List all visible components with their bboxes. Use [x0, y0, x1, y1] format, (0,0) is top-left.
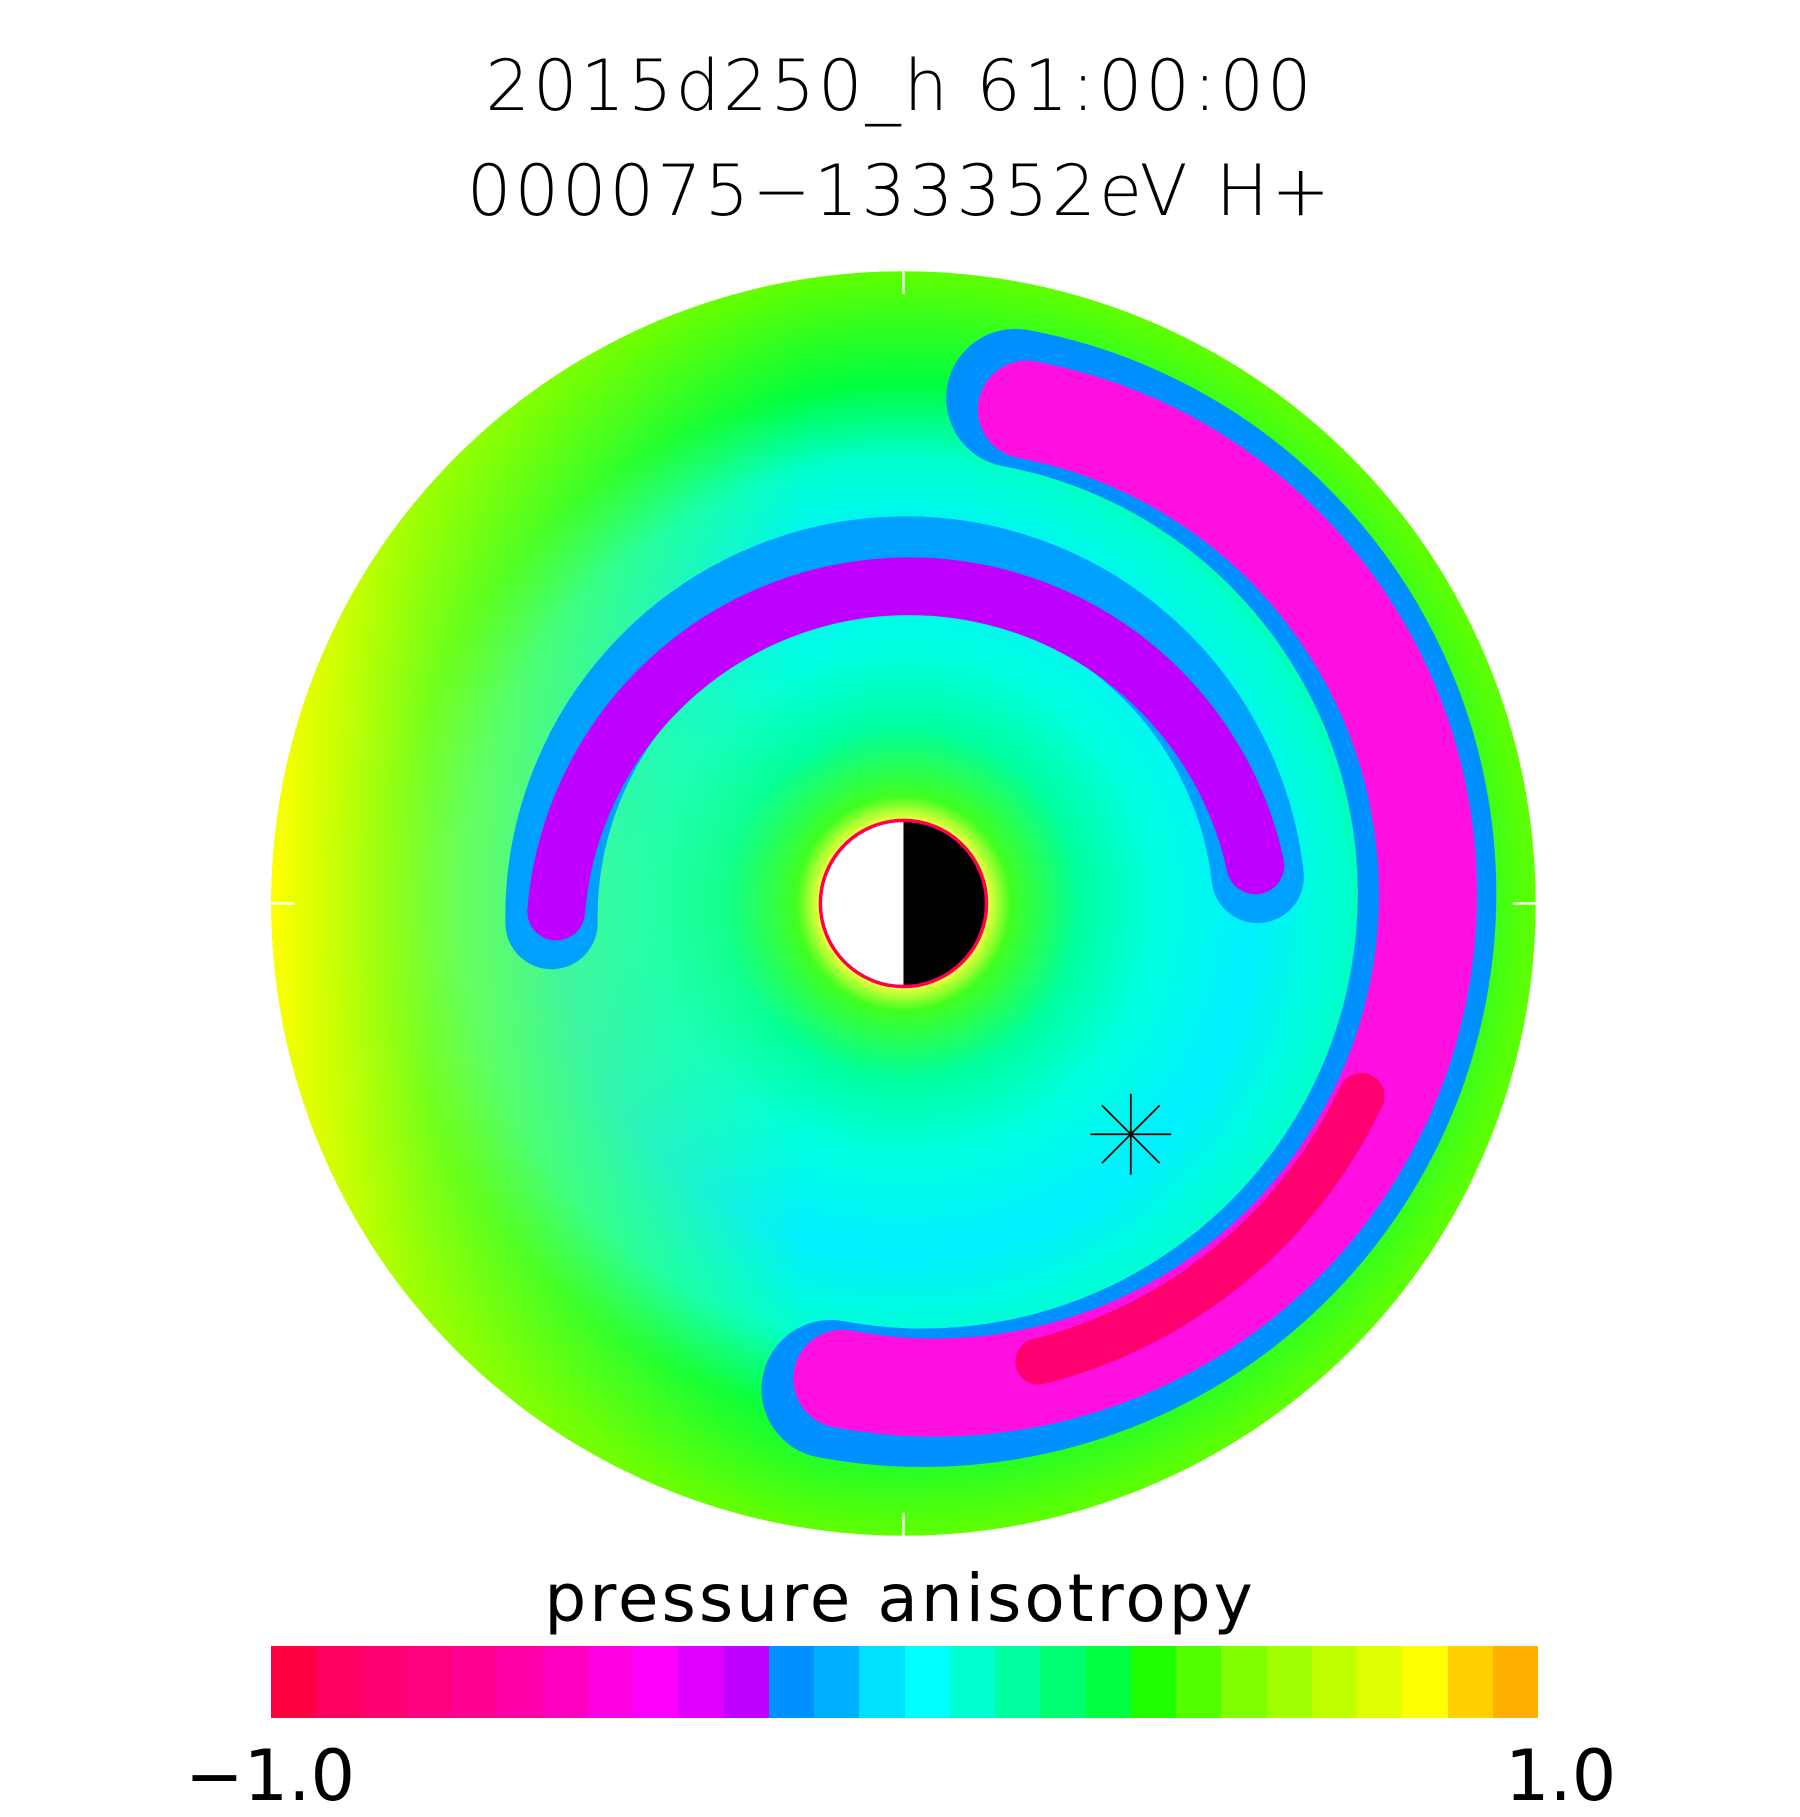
colorbar-swatch [406, 1646, 452, 1718]
colorbar-swatch [1311, 1646, 1357, 1718]
colorbar-swatch [1176, 1646, 1222, 1718]
plot-subtitle: 000075−133352eV H+ [466, 150, 1334, 232]
inner-anisotropy-band [527, 557, 1285, 941]
colorbar-swatch [995, 1646, 1041, 1718]
colorbar-swatch [1085, 1646, 1131, 1718]
colorbar-swatch [361, 1646, 407, 1718]
colorbar-swatch [768, 1646, 814, 1718]
colorbar-swatch [587, 1646, 633, 1718]
colorbar-swatch [1130, 1646, 1176, 1718]
colorbar-label: pressure anisotropy [544, 1560, 1256, 1637]
colorbar-swatch [949, 1646, 995, 1718]
colorbar-swatch [542, 1646, 588, 1718]
colorbar-swatch [859, 1646, 905, 1718]
colorbar-swatch [814, 1646, 860, 1718]
asterisk-marker-icon [1090, 1093, 1172, 1175]
colorbar-swatch [1357, 1646, 1403, 1718]
colorbar-swatch [1492, 1646, 1538, 1718]
colorbar-swatch [1402, 1646, 1448, 1718]
colorbar-swatch [1447, 1646, 1493, 1718]
colorbar-min-label: −1.0 [185, 1735, 355, 1817]
colorbar-swatch [316, 1646, 362, 1718]
colorbar-swatch [497, 1646, 543, 1718]
colorbar-swatch [1266, 1646, 1312, 1718]
plot-title: 2015d250_h 61:00:00 [485, 45, 1315, 127]
earth-icon [818, 818, 989, 989]
colorbar-swatch [271, 1646, 317, 1718]
colorbar-swatch [678, 1646, 724, 1718]
colorbar-max-label: 1.0 [1505, 1735, 1617, 1817]
colorbar-swatch [723, 1646, 769, 1718]
colorbar-swatch [1040, 1646, 1086, 1718]
colorbar-swatch [1221, 1646, 1267, 1718]
colorbar-swatch [904, 1646, 950, 1718]
colorbar [271, 1646, 1538, 1718]
outer-band-core [1015, 1073, 1385, 1385]
colorbar-swatch [452, 1646, 498, 1718]
colorbar-swatch [633, 1646, 679, 1718]
